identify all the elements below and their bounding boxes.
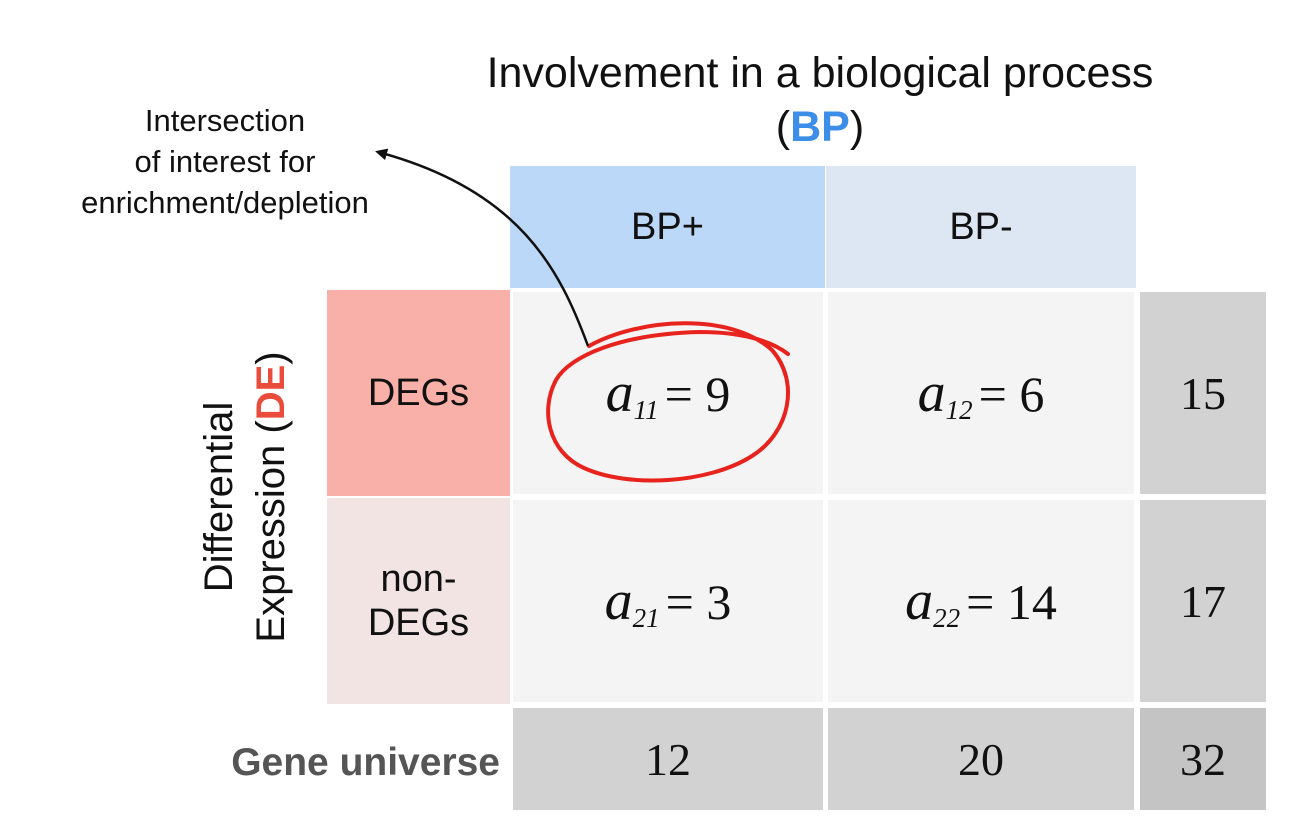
de-abbreviation: DE bbox=[249, 364, 293, 421]
row-title-suffix: ) bbox=[249, 351, 293, 365]
cell-a11-value: 9 bbox=[705, 366, 731, 422]
row-title-prefix: Expression ( bbox=[249, 420, 293, 643]
annotation-text: Intersection of interest for enrichment/… bbox=[30, 100, 420, 223]
cell-a11-symbol: a bbox=[605, 362, 634, 424]
cell-a22-equals: = bbox=[966, 574, 1007, 630]
cell-a12-subscript: 12 bbox=[945, 395, 973, 425]
cell-a12-entry: a12 = 6 bbox=[918, 361, 1045, 425]
cell-a21-equals: = bbox=[665, 574, 707, 630]
cell-a22-symbol: a bbox=[905, 570, 934, 632]
cell-a12-symbol: a bbox=[917, 362, 946, 424]
column-header-bp-minus: BP- bbox=[826, 166, 1136, 288]
row-variable-title: Differential Expression (DE) bbox=[193, 290, 297, 704]
column-title-suffix: ) bbox=[849, 103, 865, 151]
column-total-bp-minus: 20 bbox=[828, 708, 1134, 810]
annotation-line-1: Intersection bbox=[144, 103, 306, 138]
cell-a22-subscript: 22 bbox=[933, 603, 961, 633]
annotation-line-3: enrichment/depletion bbox=[81, 185, 369, 220]
row-title-line-2: Expression (DE) bbox=[245, 290, 297, 704]
cell-a22: a22 = 14 bbox=[828, 500, 1134, 702]
column-variable-title: Involvement in a biological process (BP) bbox=[480, 46, 1160, 154]
row-total-degs: 15 bbox=[1140, 292, 1266, 494]
cell-a11-subscript: 11 bbox=[633, 395, 659, 425]
cell-a22-value: 14 bbox=[1006, 574, 1057, 630]
cell-a21-value: 3 bbox=[706, 574, 732, 630]
cell-a21: a21 = 3 bbox=[513, 500, 823, 702]
cell-a11-entry: a11 = 9 bbox=[606, 361, 731, 425]
column-title-prefix: Involvement in a biological process ( bbox=[486, 49, 1154, 151]
row-header-degs: DEGs bbox=[327, 290, 510, 496]
row-total-non-degs: 17 bbox=[1140, 500, 1266, 702]
cell-a21-subscript: 21 bbox=[632, 603, 660, 633]
cell-a12-equals: = bbox=[978, 366, 1020, 422]
row-header-non-degs-line-1: non- bbox=[380, 558, 457, 600]
cell-a12: a12 = 6 bbox=[828, 292, 1134, 494]
cell-a21-symbol: a bbox=[604, 570, 633, 632]
cell-a21-entry: a21 = 3 bbox=[605, 569, 732, 633]
cell-a11-equals: = bbox=[664, 366, 706, 422]
bp-abbreviation: BP bbox=[790, 103, 850, 151]
gene-universe-label: Gene universe bbox=[231, 741, 500, 784]
cell-a11: a11 = 9 bbox=[513, 292, 823, 494]
column-header-bp-plus: BP+ bbox=[510, 166, 825, 288]
column-total-bp-plus: 12 bbox=[513, 708, 823, 810]
cell-a22-entry: a22 = 14 bbox=[905, 569, 1057, 633]
row-header-non-degs-line-2: DEGs bbox=[367, 602, 470, 644]
cell-a12-value: 6 bbox=[1019, 366, 1045, 422]
row-variable-title-wrapper: Differential Expression (DE) bbox=[175, 290, 315, 704]
grand-total: 32 bbox=[1140, 708, 1266, 810]
row-header-non-degs: non- DEGs bbox=[327, 498, 510, 704]
row-title-line-1: Differential bbox=[197, 401, 241, 593]
annotation-line-2: of interest for bbox=[134, 144, 316, 179]
